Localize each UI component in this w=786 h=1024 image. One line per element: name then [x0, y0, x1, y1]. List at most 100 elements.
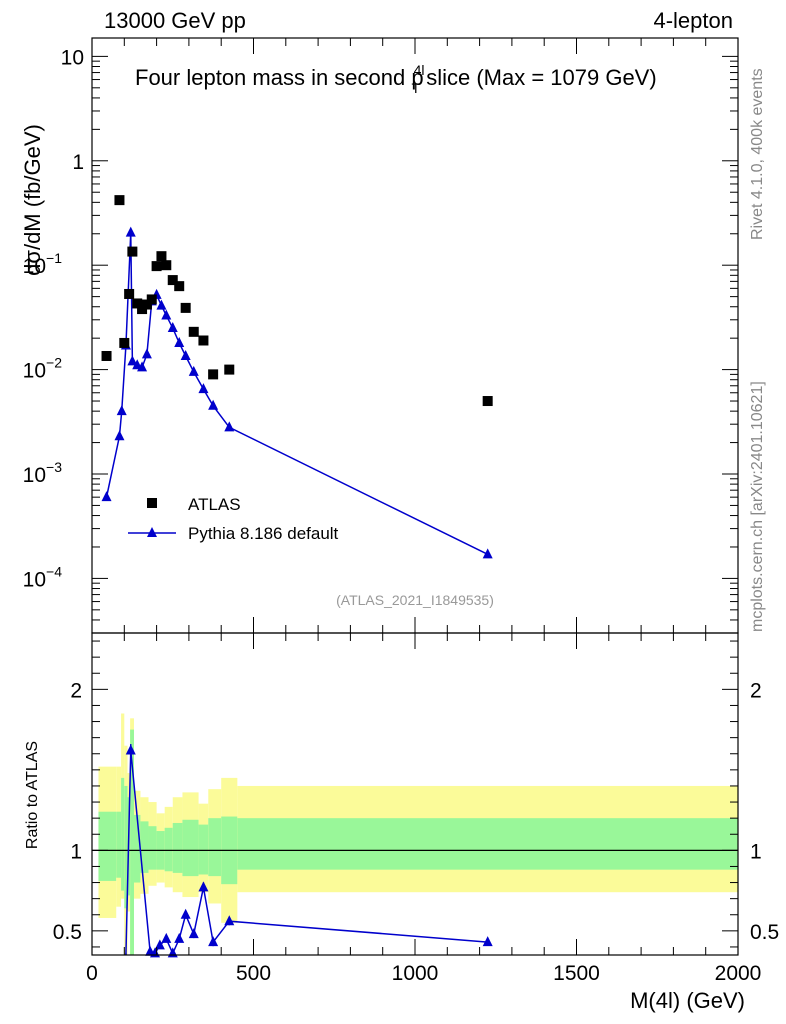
ratio-y-tick-label-right: 0.5	[750, 921, 779, 944]
ratio-point	[174, 932, 185, 943]
ratio-point	[154, 939, 165, 950]
ratio-band-inner	[133, 814, 141, 883]
title-pre: Four lepton mass in second p	[135, 65, 424, 90]
pythia-point	[208, 399, 219, 410]
ratio-point	[125, 744, 136, 755]
atlas-point	[127, 246, 138, 257]
x-tick-label: 0	[86, 962, 98, 985]
atlas-point	[188, 326, 199, 337]
x-tick-label: 2000	[715, 962, 762, 985]
ratio-band-inner	[198, 824, 209, 875]
ratio-point	[180, 908, 191, 919]
atlas-point	[161, 260, 172, 271]
ratio-y-tick-label-right: 1	[750, 840, 762, 863]
atlas-point	[224, 364, 235, 375]
title-sup: 4l	[414, 62, 425, 78]
ratio-band-inner	[172, 822, 183, 873]
pythia-point	[180, 349, 191, 360]
main-plot: 10 1 10−1 10−2 10−3 10−4 Four lepton mass in …	[20, 37, 739, 634]
legend-label-pythia: Pythia 8.186 default	[188, 524, 339, 543]
analysis-watermark: (ATLAS_2021_I1849535)	[336, 592, 494, 608]
atlas-point	[146, 294, 157, 305]
pythia-point	[224, 421, 235, 432]
pythia-point	[482, 548, 493, 559]
main-y-tick-label: 10−1	[23, 250, 63, 278]
source-label: mcplots.cern.ch [arXiv:2401.10621]	[749, 381, 766, 632]
atlas-point	[208, 369, 219, 380]
pythia-point	[125, 226, 136, 237]
ratio-y-tick-label-right: 2	[750, 679, 762, 702]
pythia-point	[188, 365, 199, 376]
ratio-point	[198, 881, 209, 892]
pythia-point	[141, 348, 152, 359]
ratio-point	[167, 947, 178, 958]
ratio-band-inner	[237, 818, 738, 870]
atlas-point	[167, 275, 178, 286]
atlas-point	[114, 195, 125, 206]
legend: ATLAS Pythia 8.186 default	[128, 495, 339, 543]
atlas-point	[132, 298, 143, 309]
x-tick-label: 1500	[553, 962, 600, 985]
title-sub: T	[412, 80, 421, 96]
ratio-band-inner	[182, 819, 199, 877]
atlas-point	[198, 335, 209, 346]
rivet-label: Rivet 4.1.0, 400k events	[749, 68, 766, 240]
ratio-point	[482, 936, 493, 947]
pythia-point	[101, 491, 112, 502]
ratio-plot: 0.5 0.5 1 1 2 2 0 500 1000 1500 2000 Ratio to ATL…	[24, 632, 779, 1013]
pythia-point	[198, 383, 209, 394]
atlas-point	[119, 337, 130, 348]
main-y-tick-label: 10−2	[23, 355, 63, 383]
header-right: 4-lepton	[653, 8, 733, 33]
ratio-y-tick-label: 1	[70, 840, 82, 863]
pythia-point	[116, 405, 127, 416]
pythia-point	[174, 336, 185, 347]
y-axis-label: dσ/dM (fb/GeV)	[20, 124, 45, 276]
atlas-point	[141, 299, 152, 310]
ratio-y-tick-label: 0.5	[53, 921, 82, 944]
atlas-point	[180, 302, 191, 313]
main-y-tick-label: 10	[61, 46, 84, 69]
ratio-point	[208, 936, 219, 947]
x-axis-label: M(4l) (GeV)	[630, 988, 745, 1013]
x-tick-label: 1000	[392, 962, 439, 985]
header-left: 13000 GeV pp	[104, 8, 246, 33]
x-tick-label: 500	[236, 962, 271, 985]
atlas-point	[482, 396, 493, 407]
pythia-point	[114, 430, 125, 441]
atlas-point	[156, 251, 167, 262]
ratio-band-inner	[164, 827, 173, 872]
ratio-point	[188, 928, 199, 939]
atlas-point	[151, 261, 162, 272]
legend-marker-atlas	[147, 498, 157, 508]
atlas-point	[124, 288, 135, 299]
ratio-y-axis-label: Ratio to ATLAS	[24, 741, 41, 849]
ratio-band-inner	[121, 777, 125, 891]
main-y-tick-label: 10−3	[23, 459, 63, 487]
ratio-y-tick-label: 2	[70, 679, 82, 702]
atlas-point	[101, 350, 112, 361]
ratio-band-inner	[130, 729, 134, 955]
title-post: slice (Max = 1079 GeV)	[420, 65, 657, 90]
legend-marker-pythia	[147, 527, 157, 537]
atlas-point	[174, 281, 185, 292]
pythia-point	[127, 355, 138, 366]
pythia-line	[105, 232, 489, 556]
ratio-band-inner	[116, 811, 122, 878]
pythia-point	[137, 361, 148, 372]
pythia-point	[161, 309, 172, 320]
pythia-point	[167, 322, 178, 333]
ratio-band-inner	[98, 811, 117, 881]
main-y-tick-label: 10−4	[23, 563, 63, 591]
main-y-tick-label: 1	[72, 151, 84, 174]
ratio-point	[224, 915, 235, 926]
ratio-band-inner	[148, 826, 157, 870]
chart-title: Four lepton mass in second p4l T slice (M…	[135, 62, 657, 96]
ratio-band-inner	[208, 818, 222, 877]
ratio-band-inner	[140, 821, 149, 873]
pythia-point	[156, 299, 167, 310]
legend-label-atlas: ATLAS	[188, 495, 241, 514]
ratio-band-inner	[124, 785, 128, 909]
ratio-point	[161, 932, 172, 943]
